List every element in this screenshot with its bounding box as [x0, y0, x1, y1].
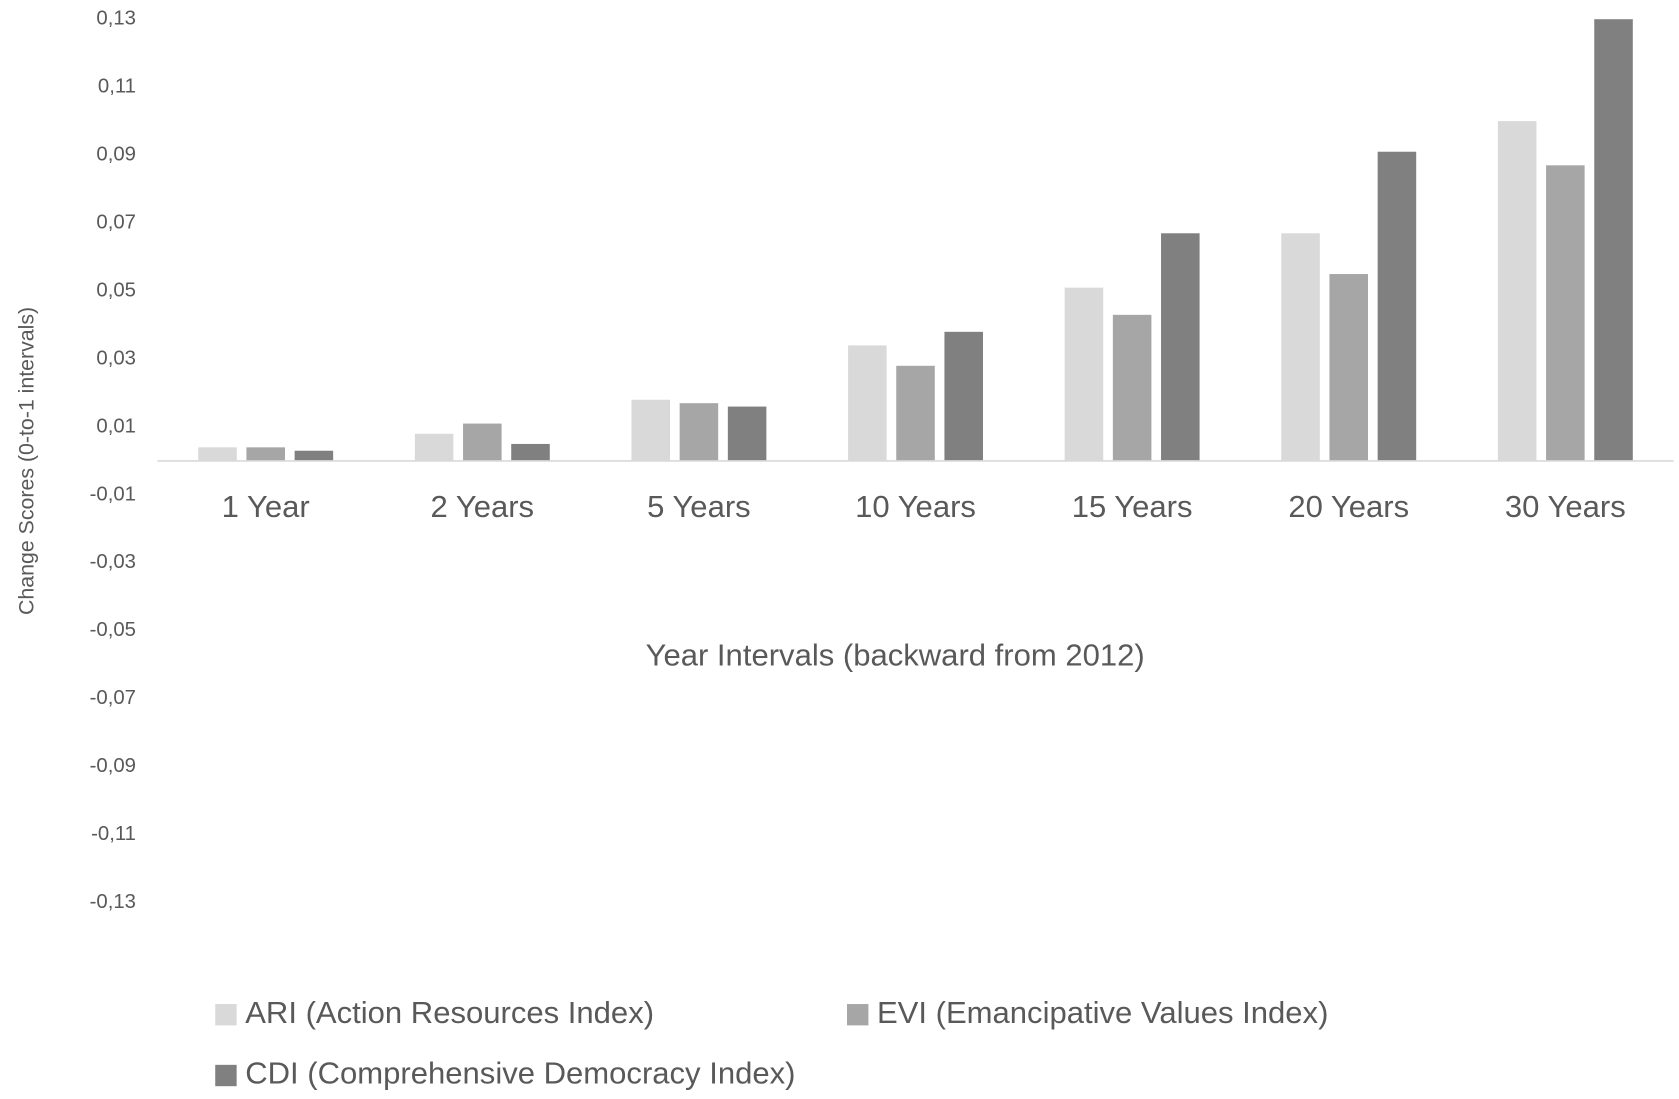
bar [727, 406, 767, 461]
bar [1497, 121, 1537, 461]
y-tick-label: 0,13 [96, 8, 136, 30]
y-tick-label: 0,07 [96, 211, 136, 233]
x-axis-label: Year Intervals (backward from 2012) [646, 637, 1145, 672]
y-tick-label: 0,11 [98, 76, 136, 98]
x-tick-label: 5 Years [647, 489, 751, 524]
bar [1112, 314, 1152, 461]
y-tick-label: -0,01 [90, 483, 136, 505]
x-tick-label: 1 Year [222, 489, 310, 524]
y-tick-label: -0,09 [90, 755, 136, 777]
bar [1329, 274, 1369, 461]
bar [1161, 233, 1200, 461]
x-tick-label: 10 Years [855, 489, 976, 524]
bar [1064, 287, 1104, 461]
bar [848, 345, 887, 461]
y-tick-label: 0,09 [96, 144, 136, 166]
bar [944, 331, 983, 461]
bar [1594, 19, 1633, 461]
y-axis-label: Change Scores (0-to-1 intervals) [14, 307, 38, 615]
y-tick-label: 0,03 [96, 347, 136, 369]
bar [896, 365, 935, 461]
bar [679, 403, 719, 461]
legend-swatch [215, 1064, 237, 1087]
bar [294, 450, 334, 461]
y-tick-label: 0,01 [96, 415, 136, 437]
legend-label: CDI (Comprehensive Democracy Index) [245, 1056, 795, 1091]
bar [246, 447, 285, 461]
legend-swatch [215, 1004, 237, 1026]
x-tick-label: 20 Years [1288, 489, 1409, 524]
bar [1546, 165, 1585, 461]
y-tick-label: -0,11 [91, 823, 136, 845]
bar [198, 447, 237, 461]
y-tick-label: -0,03 [90, 551, 136, 573]
bar [1281, 233, 1320, 461]
x-tick-label: 30 Years [1505, 489, 1626, 524]
bar [631, 399, 671, 461]
x-tick-label: 15 Years [1072, 489, 1193, 524]
y-tick-label: 0,05 [96, 279, 136, 301]
x-tick-label: 2 Years [431, 489, 535, 524]
y-tick-label: -0,05 [90, 619, 136, 641]
bar [511, 443, 550, 461]
legend-label: ARI (Action Resources Index) [245, 995, 654, 1030]
bar [1377, 151, 1417, 461]
y-tick-label: -0,07 [90, 687, 136, 709]
bar [463, 423, 502, 461]
legend-label: EVI (Emancipative Values Index) [877, 995, 1328, 1030]
bar [414, 433, 454, 461]
y-tick-label: -0,13 [90, 891, 136, 913]
legend-swatch [846, 1004, 869, 1026]
